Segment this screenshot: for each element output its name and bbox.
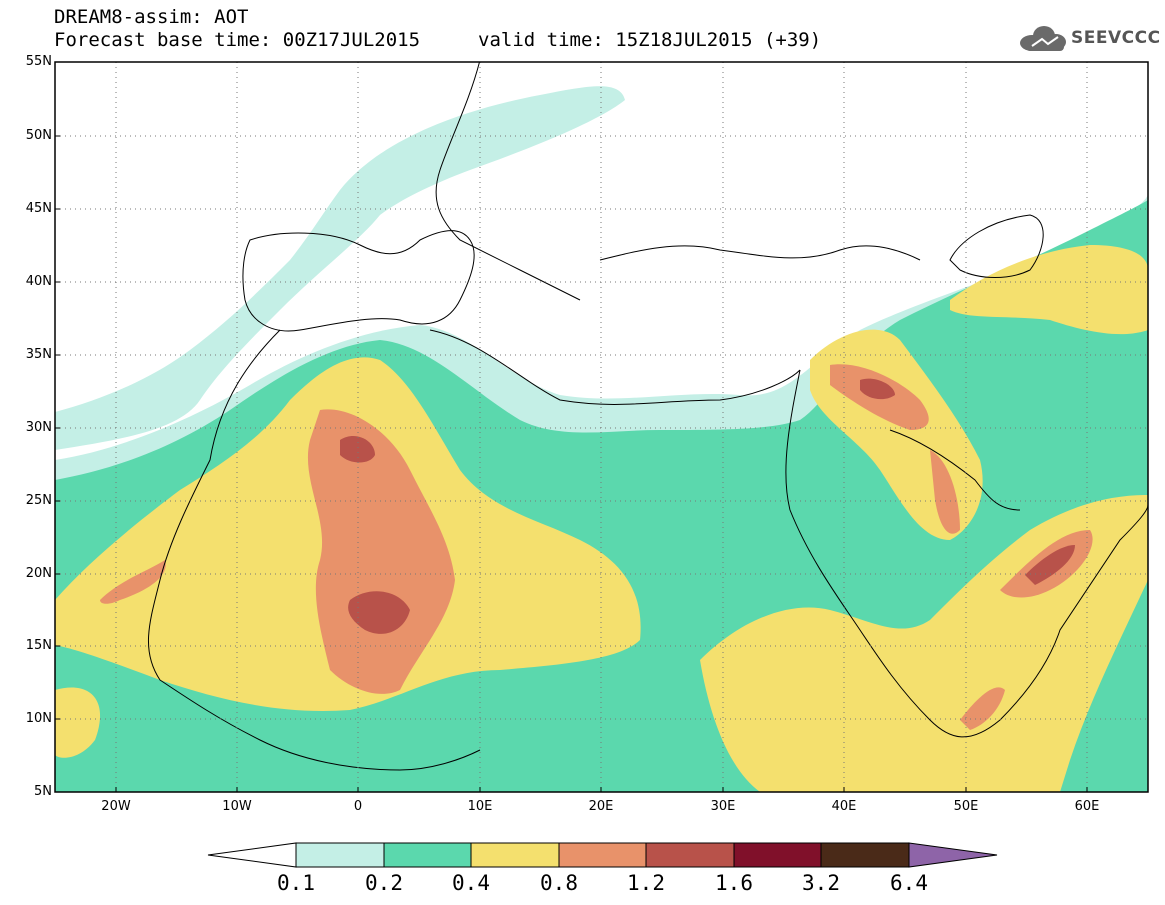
aot-contour-1.2-c bbox=[860, 378, 895, 400]
lat-label: 50N bbox=[25, 128, 52, 143]
coastlines bbox=[148, 62, 1148, 771]
axis-ticks bbox=[55, 61, 1088, 792]
colorbar-label: 0.8 bbox=[540, 871, 578, 895]
colorbar-label: 0.4 bbox=[452, 871, 490, 895]
colorbar-under bbox=[207, 842, 297, 868]
aot-contour-0.8-arabia bbox=[930, 450, 960, 534]
colorbar-bin-5 bbox=[645, 842, 735, 868]
colorbar-bin-2 bbox=[383, 842, 472, 868]
colorbar-over bbox=[908, 842, 998, 868]
lat-label: 40N bbox=[25, 274, 52, 289]
base-time: Forecast base time: 00Z17JUL2015 bbox=[54, 29, 421, 51]
aot-contour-0.8-somalia bbox=[960, 687, 1005, 730]
colorbar-label: 0.2 bbox=[365, 871, 403, 895]
lon-label: 60E bbox=[1074, 799, 1100, 814]
aot-contour-0.1 bbox=[55, 86, 625, 450]
colorbar-label: 6.4 bbox=[890, 871, 928, 895]
lon-label: 40E bbox=[831, 799, 857, 814]
lon-label: 20E bbox=[588, 799, 614, 814]
colorbar-label: 0.1 bbox=[277, 871, 315, 895]
lat-label: 20N bbox=[25, 566, 52, 581]
graticule bbox=[55, 62, 1148, 792]
lat-label: 55N bbox=[25, 54, 52, 69]
aot-contour-1.2-a bbox=[340, 435, 375, 463]
colorbar-bin-3 bbox=[470, 842, 560, 868]
colorbar-label: 1.2 bbox=[627, 871, 665, 895]
lat-label: 35N bbox=[25, 347, 52, 362]
aot-contour-1.2-d bbox=[1025, 545, 1075, 585]
logo-text: SEEVCCC bbox=[1071, 28, 1161, 48]
cloud-logo-icon bbox=[1020, 26, 1066, 51]
aot-contour-1.2-b bbox=[348, 591, 410, 634]
lat-label: 5N bbox=[34, 784, 52, 799]
colorbar-bin-4 bbox=[558, 842, 647, 868]
lon-label: 50E bbox=[953, 799, 979, 814]
aot-contour-0.4-caspian bbox=[950, 245, 1148, 335]
colorbar-bin-7 bbox=[820, 842, 910, 868]
aot-shading bbox=[55, 86, 1148, 792]
lat-label: 15N bbox=[25, 638, 52, 653]
lat-label: 30N bbox=[25, 420, 52, 435]
lon-label: 10E bbox=[467, 799, 493, 814]
product-title: DREAM8-assim: AOT bbox=[54, 6, 249, 28]
aot-contour-0.8-sahara bbox=[307, 409, 455, 694]
colorbar-bin-1 bbox=[295, 842, 385, 868]
lon-label: 0 bbox=[353, 799, 363, 814]
lon-label: 10W bbox=[222, 799, 252, 814]
valid-time: valid time: 15Z18JUL2015 (+39) bbox=[478, 29, 822, 51]
colorbar-label: 3.2 bbox=[802, 871, 840, 895]
lon-label: 30E bbox=[710, 799, 736, 814]
lon-label: 20W bbox=[101, 799, 131, 814]
lat-label: 10N bbox=[25, 711, 52, 726]
colorbar bbox=[207, 842, 998, 868]
lat-label: 25N bbox=[25, 493, 52, 508]
colorbar-label: 1.6 bbox=[715, 871, 753, 895]
aot-contour-0.4-coast bbox=[55, 687, 101, 758]
colorbar-bin-6 bbox=[733, 842, 822, 868]
lat-label: 45N bbox=[25, 201, 52, 216]
